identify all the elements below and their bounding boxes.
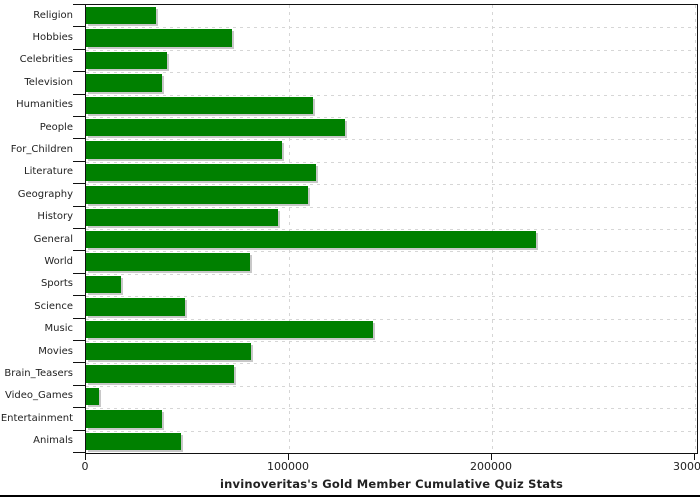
- category-label: Television: [24, 76, 73, 88]
- vertical-gridline: [289, 5, 290, 453]
- horizontal-gridline: [86, 363, 697, 365]
- x-tick-label: 100000: [267, 460, 309, 473]
- bar-for_children: [86, 141, 282, 159]
- category-label: Celebrities: [19, 54, 73, 66]
- y-axis-tick: [73, 272, 85, 274]
- x-tick-label: 300000: [673, 460, 700, 473]
- horizontal-gridline: [86, 341, 697, 342]
- horizontal-gridline: [86, 49, 697, 51]
- chart-title: invinoveritas's Gold Member Cumulative Q…: [219, 477, 563, 491]
- vertical-gridline: [695, 5, 696, 453]
- horizontal-gridline: [86, 117, 697, 118]
- x-tick-label: 200000: [470, 460, 512, 473]
- bar-general: [86, 231, 537, 249]
- bar-world: [86, 253, 251, 271]
- y-axis-tick: [73, 160, 85, 162]
- y-axis-tick: [73, 317, 85, 319]
- category-label: Animals: [33, 435, 73, 447]
- bar-animals: [86, 432, 182, 450]
- category-label: Video_Games: [5, 390, 73, 402]
- y-axis-tick: [73, 138, 85, 140]
- horizontal-gridline: [86, 229, 697, 230]
- x-axis-tick: [694, 454, 695, 460]
- bar-history: [86, 208, 279, 226]
- bar-science: [86, 298, 186, 316]
- x-axis-tick: [288, 454, 289, 460]
- horizontal-gridline: [86, 296, 697, 298]
- y-axis-tick: [73, 26, 85, 28]
- x-axis-tick: [85, 454, 86, 460]
- category-label: Brain_Teasers: [4, 368, 73, 380]
- y-axis-tick: [73, 183, 85, 185]
- category-label: Entertainment: [0, 412, 73, 424]
- y-axis-tick: [73, 116, 85, 117]
- category-label: Hobbies: [32, 32, 73, 44]
- category-label: Literature: [24, 166, 73, 178]
- bar-music: [86, 320, 374, 338]
- y-axis-tick: [73, 71, 85, 73]
- bar-television: [86, 74, 163, 92]
- vertical-gridline: [492, 5, 493, 453]
- category-label: Science: [34, 300, 73, 312]
- bar-humanities: [86, 96, 313, 114]
- category-label: Music: [44, 323, 73, 335]
- bar-brain_teasers: [86, 365, 234, 383]
- horizontal-gridline: [86, 206, 697, 208]
- y-axis-tick: [73, 48, 85, 50]
- y-axis-tick: [73, 407, 85, 409]
- category-label: World: [44, 256, 73, 268]
- bar-people: [86, 119, 346, 137]
- category-label: General: [33, 233, 73, 245]
- category-label: Movies: [38, 345, 73, 357]
- y-axis-tick: [73, 384, 85, 386]
- category-label: Humanities: [16, 99, 73, 111]
- bar-celebrities: [86, 51, 168, 70]
- bar-hobbies: [86, 29, 233, 47]
- horizontal-gridline: [86, 139, 697, 141]
- x-tick-label: 0: [81, 460, 89, 473]
- bar-movies: [86, 343, 252, 361]
- bar-literature: [86, 163, 316, 182]
- category-label: Religion: [33, 9, 73, 21]
- horizontal-gridline: [86, 27, 697, 29]
- y-axis-tick: [73, 452, 85, 453]
- horizontal-gridline: [86, 408, 697, 410]
- category-label: Geography: [17, 188, 73, 200]
- bar-geography: [86, 186, 309, 204]
- y-axis-tick: [73, 429, 85, 431]
- plot-area: [85, 4, 698, 454]
- category-label: History: [37, 211, 73, 223]
- y-axis-tick: [73, 362, 85, 364]
- horizontal-gridline: [86, 318, 697, 320]
- horizontal-gridline: [86, 430, 697, 432]
- bottom-divider: [0, 495, 700, 497]
- horizontal-gridline: [86, 385, 697, 387]
- category-label: Sports: [40, 278, 73, 290]
- horizontal-gridline: [86, 94, 697, 96]
- horizontal-gridline: [86, 251, 697, 253]
- y-axis-tick: [73, 93, 85, 95]
- bar-religion: [86, 7, 157, 25]
- y-axis-tick: [73, 4, 85, 5]
- horizontal-gridline: [86, 72, 697, 74]
- y-axis-tick: [73, 250, 85, 252]
- bar-sports: [86, 275, 121, 294]
- bar-video_games: [86, 387, 99, 406]
- y-axis-tick: [73, 228, 85, 229]
- y-axis-tick: [73, 340, 85, 341]
- category-label: People: [39, 121, 73, 133]
- y-axis-tick: [73, 295, 85, 297]
- category-label: For_Children: [10, 144, 73, 156]
- horizontal-gridline: [86, 161, 697, 163]
- x-axis-tick: [491, 454, 492, 460]
- horizontal-gridline: [86, 184, 697, 186]
- horizontal-gridline: [86, 273, 697, 275]
- bar-entertainment: [86, 410, 162, 428]
- y-axis-tick: [73, 205, 85, 207]
